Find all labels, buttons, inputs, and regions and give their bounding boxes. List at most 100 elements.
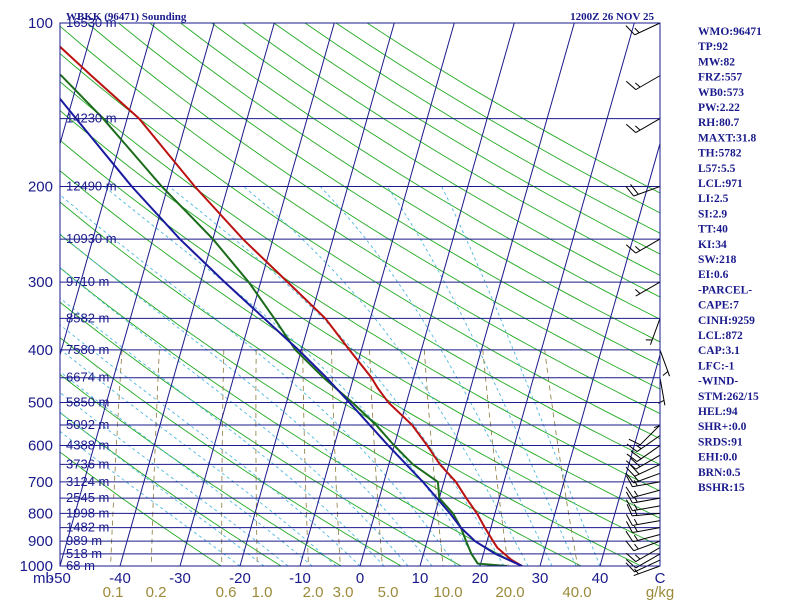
wind-barb bbox=[635, 281, 661, 297]
isotherm bbox=[239, 23, 395, 566]
wind-barb-staff bbox=[634, 22, 661, 36]
stability-index: SW:218 bbox=[698, 254, 737, 266]
isotherm bbox=[479, 23, 635, 566]
temperature-tick-label: 20 bbox=[472, 570, 489, 587]
wind-barb-flag bbox=[625, 499, 633, 511]
dry-adiabat bbox=[87, 23, 660, 390]
wind-barb-half-flag bbox=[635, 444, 642, 450]
moist-adiabat bbox=[60, 430, 241, 566]
wind-barb-staff bbox=[635, 75, 661, 91]
wind-barb-half-flag bbox=[633, 525, 638, 532]
mixing-ratio-tick-label: 0.2 bbox=[146, 584, 167, 600]
temperature-tick-label: -50 bbox=[49, 570, 71, 587]
temperature-tick-label: -10 bbox=[289, 570, 311, 587]
temperature-tick-label: -20 bbox=[229, 570, 251, 587]
wind-barb bbox=[659, 349, 671, 377]
height-label: 8582 m bbox=[66, 310, 109, 325]
dry-adiabat bbox=[60, 81, 660, 465]
pressure-tick-label: 200 bbox=[28, 178, 53, 195]
mixing-ratio-tick-label: 3.0 bbox=[333, 584, 354, 600]
temperature-tick-label: 40 bbox=[592, 570, 609, 587]
wind-barb-flag bbox=[625, 244, 637, 254]
wind-barb bbox=[625, 547, 661, 563]
wind-barb-half-flag bbox=[635, 82, 641, 88]
wind-barb-flag bbox=[625, 514, 633, 526]
height-label: 1998 m bbox=[66, 505, 109, 520]
wind-barb-staff bbox=[635, 547, 661, 563]
height-label: 3736 m bbox=[66, 456, 109, 471]
mixing-ratio-tick-label: 40.0 bbox=[562, 584, 591, 600]
height-label: 6674 m bbox=[66, 370, 109, 385]
moist-adiabat bbox=[104, 186, 481, 566]
wind-barb-flag bbox=[630, 457, 641, 468]
stability-index: -WIND- bbox=[698, 376, 738, 388]
height-label: 4388 m bbox=[66, 438, 109, 453]
height-label: 10930 m bbox=[66, 231, 117, 246]
wind-barb-half-flag bbox=[658, 399, 665, 404]
wind-barb bbox=[653, 402, 661, 431]
wind-barb bbox=[625, 238, 661, 254]
chart-title: WBKK (96471) Sounding bbox=[66, 11, 187, 23]
stability-index: TH:5782 bbox=[698, 148, 742, 160]
mixing-ratio-line bbox=[302, 349, 309, 566]
wind-barb bbox=[625, 514, 661, 526]
pressure-tick-label: 100 bbox=[28, 15, 53, 32]
wind-barb-staff bbox=[632, 489, 661, 498]
wind-barb bbox=[625, 472, 661, 484]
mixing-ratio-line bbox=[423, 349, 444, 566]
height-label: 5850 m bbox=[66, 395, 109, 410]
wind-barb-half-flag bbox=[653, 425, 661, 429]
sounding-profiles bbox=[60, 45, 523, 566]
temperature-tick-label: -30 bbox=[169, 570, 191, 587]
wind-barb-half-flag bbox=[634, 475, 639, 482]
moist-adiabat bbox=[60, 267, 409, 566]
wind-barb-flag bbox=[630, 184, 639, 195]
stability-index: TP:92 bbox=[698, 41, 728, 53]
wind-barb-half-flag bbox=[633, 534, 639, 541]
wind-barb-flag bbox=[625, 521, 633, 533]
wind-barb bbox=[625, 75, 661, 91]
dry-adiabat bbox=[60, 109, 660, 492]
isotherm bbox=[299, 23, 455, 566]
wind-barb-staff bbox=[659, 349, 671, 377]
moist-adiabat bbox=[60, 411, 265, 566]
stability-index: STM:262/15 bbox=[698, 391, 759, 403]
mixing-ratio-tick-label: 0.1 bbox=[103, 584, 124, 600]
height-label: 2545 m bbox=[66, 490, 109, 505]
wind-barb bbox=[625, 530, 661, 543]
isotherm bbox=[419, 23, 575, 566]
wind-barb-flag bbox=[625, 530, 634, 543]
height-label: 989 m bbox=[66, 533, 102, 548]
height-label: 3124 m bbox=[66, 474, 109, 489]
isotherm bbox=[60, 23, 215, 566]
wind-barb-flag bbox=[628, 438, 641, 446]
wind-barb-flag bbox=[625, 185, 635, 197]
pressure-axis: 100 200 300 400 500 600 700 800 900 1000 bbox=[20, 15, 53, 575]
mixing-ratio-line bbox=[150, 349, 160, 566]
wind-barb-flag bbox=[626, 504, 633, 517]
pressure-tick-label: 700 bbox=[28, 474, 53, 491]
mixing-ratio-line bbox=[331, 349, 341, 566]
height-label: 1482 m bbox=[66, 520, 109, 535]
stability-index: WB0:573 bbox=[698, 87, 744, 99]
height-label: 5092 m bbox=[66, 417, 109, 432]
stability-index: MAXT:31.8 bbox=[698, 132, 756, 144]
isotherm bbox=[60, 23, 155, 357]
wind-barb bbox=[625, 491, 661, 504]
mixing-ratio-tick-label: 1.0 bbox=[252, 584, 273, 600]
temperature-profile bbox=[60, 45, 523, 566]
temperature-tick-label: C bbox=[655, 570, 666, 587]
stability-index: L57:5.5 bbox=[698, 163, 736, 175]
stability-index: EI:0.6 bbox=[698, 269, 729, 281]
wind-barbs bbox=[625, 22, 671, 577]
stability-index: BSHR:15 bbox=[698, 482, 745, 494]
wind-barb-half-flag bbox=[635, 246, 641, 251]
stability-index: CINH:9259 bbox=[698, 315, 755, 327]
mixing-ratio-axis: 0.1 0.2 0.6 1.0 2.0 3.0 5.0 10.0 20.0 40.0 g/kg bbox=[103, 584, 675, 600]
stability-index: PW:2.22 bbox=[698, 102, 740, 114]
pressure-tick-label: 400 bbox=[28, 342, 53, 359]
wind-barb-flag bbox=[630, 450, 642, 460]
wind-barb-flag bbox=[625, 475, 633, 487]
stability-index: LFC:-1 bbox=[698, 360, 735, 372]
